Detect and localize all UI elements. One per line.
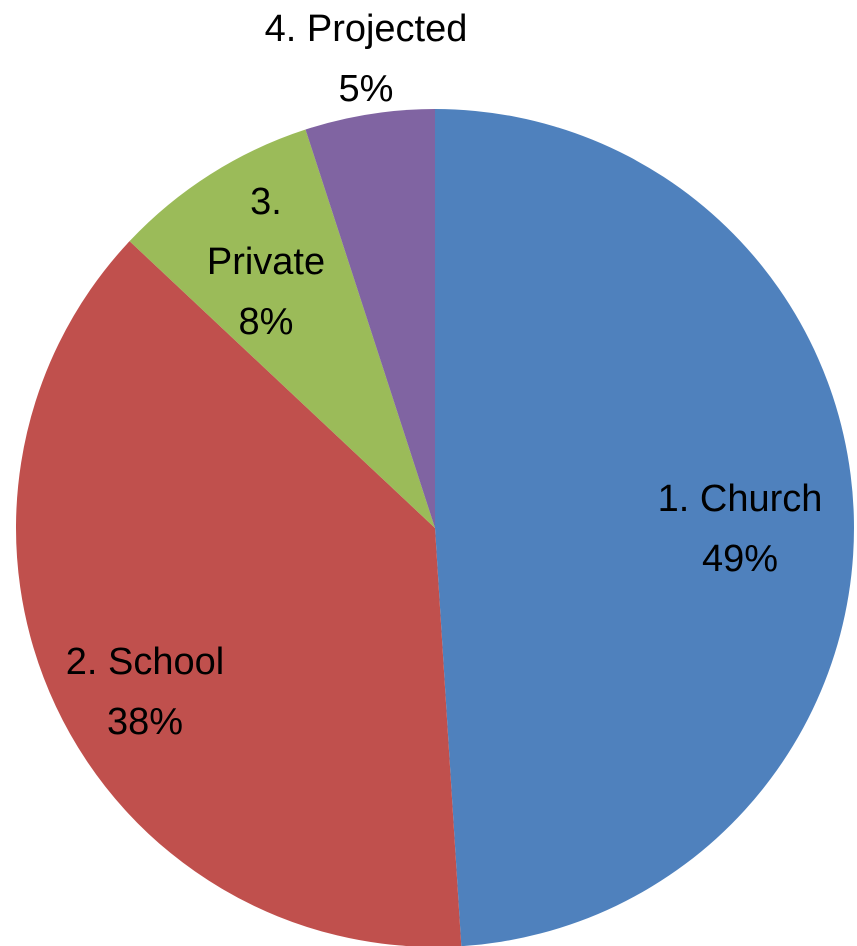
pie-slice-private: [129, 129, 436, 528]
pie-label-name: 3.: [250, 181, 282, 223]
pie-label-percent: 49%: [702, 538, 778, 580]
pie-label-percent: 5%: [339, 68, 394, 110]
pie-slice-school: [16, 241, 462, 946]
pie-label-name: 2. School: [66, 641, 224, 683]
pie-label-percent: 8%: [239, 301, 294, 343]
pie-label-projected: 4. Projected 5%: [265, 8, 468, 110]
pie-label-name: 1. Church: [658, 478, 823, 520]
pie-slices: [16, 109, 854, 946]
pie-label-name: 4. Projected: [265, 8, 468, 50]
pie-labels: 1. Church 49% 2. School 38% 3. Private 8% 4. Pr…: [66, 8, 823, 743]
pie-slice-church: [435, 109, 854, 946]
pie-label-private: 3. Private 8%: [207, 181, 325, 343]
pie-label-church: 1. Church 49%: [658, 478, 823, 580]
pie-label-school: 2. School 38%: [66, 641, 224, 743]
pie-label-percent: 38%: [107, 701, 183, 743]
pie-label-name: Private: [207, 241, 325, 283]
pie-slice-projected: [305, 109, 435, 528]
